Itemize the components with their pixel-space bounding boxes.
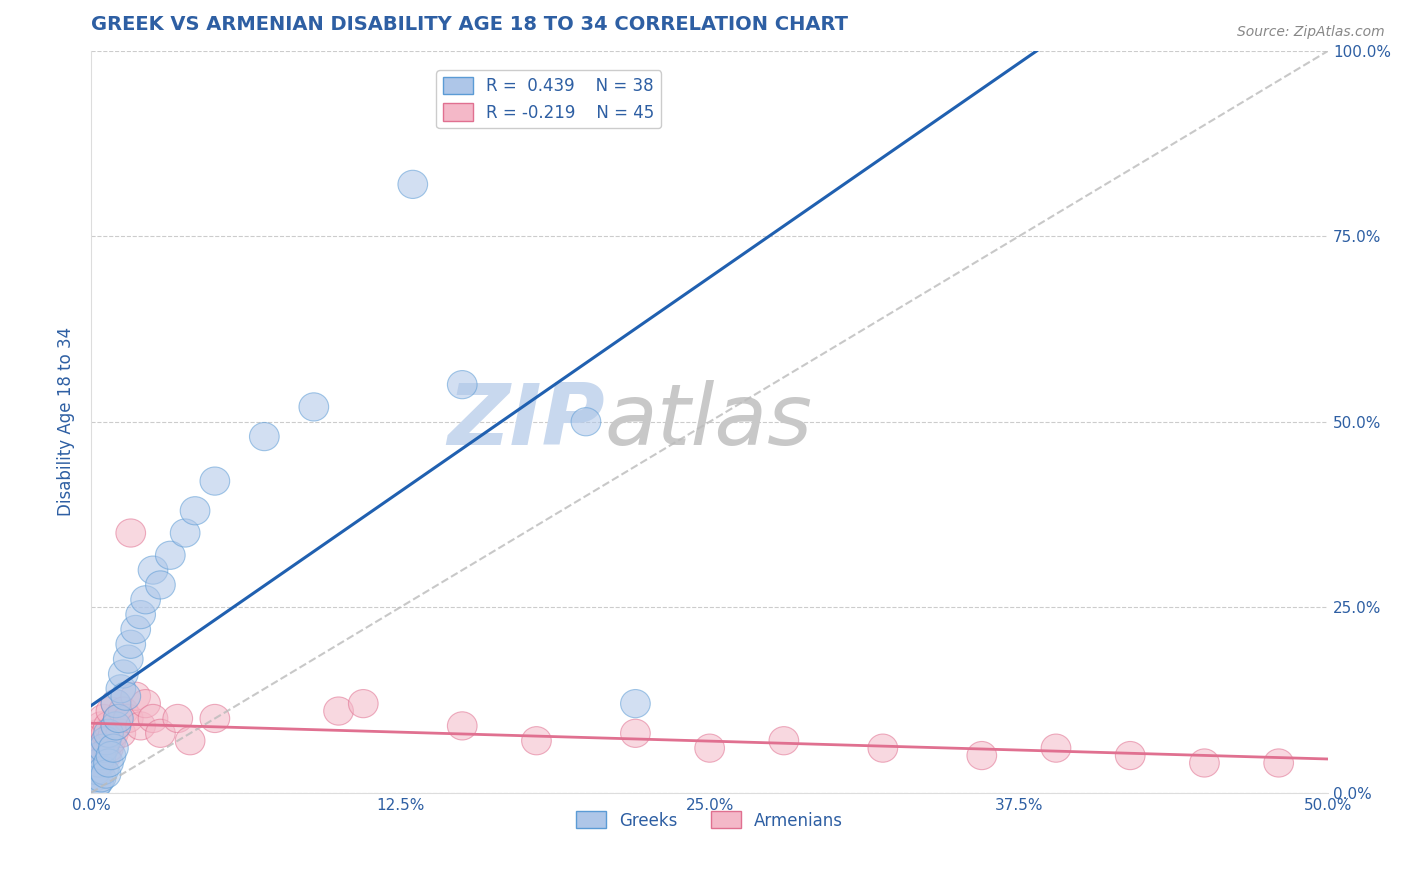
Ellipse shape <box>249 423 280 450</box>
Ellipse shape <box>114 705 143 732</box>
Ellipse shape <box>86 749 115 777</box>
Ellipse shape <box>522 727 551 755</box>
Ellipse shape <box>323 697 353 725</box>
Ellipse shape <box>94 749 124 777</box>
Ellipse shape <box>115 630 146 658</box>
Ellipse shape <box>94 712 124 740</box>
Ellipse shape <box>91 760 121 789</box>
Ellipse shape <box>91 727 121 755</box>
Ellipse shape <box>447 712 477 740</box>
Ellipse shape <box>1042 734 1071 763</box>
Ellipse shape <box>695 734 724 763</box>
Ellipse shape <box>91 741 121 770</box>
Ellipse shape <box>94 734 124 763</box>
Ellipse shape <box>1264 749 1294 777</box>
Ellipse shape <box>82 749 111 777</box>
Ellipse shape <box>176 727 205 755</box>
Ellipse shape <box>86 712 115 740</box>
Ellipse shape <box>138 705 167 732</box>
Ellipse shape <box>447 370 477 399</box>
Ellipse shape <box>868 734 897 763</box>
Legend: Greeks, Armenians: Greeks, Armenians <box>569 805 851 836</box>
Ellipse shape <box>82 727 111 755</box>
Ellipse shape <box>125 712 156 740</box>
Ellipse shape <box>131 586 160 614</box>
Ellipse shape <box>146 571 176 599</box>
Text: ZIP: ZIP <box>447 380 605 463</box>
Ellipse shape <box>200 467 229 495</box>
Ellipse shape <box>86 764 115 792</box>
Ellipse shape <box>84 767 114 796</box>
Ellipse shape <box>89 756 118 784</box>
Ellipse shape <box>121 615 150 643</box>
Text: Source: ZipAtlas.com: Source: ZipAtlas.com <box>1237 25 1385 39</box>
Ellipse shape <box>89 734 118 763</box>
Ellipse shape <box>86 741 115 770</box>
Ellipse shape <box>79 745 108 773</box>
Ellipse shape <box>121 682 150 710</box>
Ellipse shape <box>101 712 131 740</box>
Ellipse shape <box>82 756 111 784</box>
Ellipse shape <box>125 600 156 629</box>
Ellipse shape <box>163 705 193 732</box>
Ellipse shape <box>200 705 229 732</box>
Ellipse shape <box>299 392 329 421</box>
Text: GREEK VS ARMENIAN DISABILITY AGE 18 TO 34 CORRELATION CHART: GREEK VS ARMENIAN DISABILITY AGE 18 TO 3… <box>91 15 848 34</box>
Ellipse shape <box>101 712 131 740</box>
Ellipse shape <box>1115 741 1144 770</box>
Ellipse shape <box>138 556 167 584</box>
Ellipse shape <box>620 719 650 747</box>
Ellipse shape <box>967 741 997 770</box>
Ellipse shape <box>101 690 131 718</box>
Y-axis label: Disability Age 18 to 34: Disability Age 18 to 34 <box>58 327 75 516</box>
Ellipse shape <box>111 682 141 710</box>
Ellipse shape <box>170 519 200 547</box>
Ellipse shape <box>96 727 125 755</box>
Ellipse shape <box>398 170 427 198</box>
Ellipse shape <box>114 645 143 673</box>
Ellipse shape <box>1189 749 1219 777</box>
Ellipse shape <box>131 690 160 718</box>
Ellipse shape <box>101 690 131 718</box>
Ellipse shape <box>105 674 136 703</box>
Ellipse shape <box>79 764 108 792</box>
Ellipse shape <box>180 497 209 524</box>
Ellipse shape <box>115 519 146 547</box>
Ellipse shape <box>84 741 114 770</box>
Ellipse shape <box>156 541 186 569</box>
Ellipse shape <box>571 408 600 436</box>
Ellipse shape <box>98 719 128 747</box>
Ellipse shape <box>96 741 125 770</box>
Ellipse shape <box>108 660 138 688</box>
Ellipse shape <box>79 734 108 763</box>
Ellipse shape <box>105 719 136 747</box>
Ellipse shape <box>349 690 378 718</box>
Ellipse shape <box>620 690 650 718</box>
Ellipse shape <box>84 719 114 747</box>
Ellipse shape <box>146 719 176 747</box>
Text: atlas: atlas <box>605 380 813 463</box>
Ellipse shape <box>108 697 138 725</box>
Ellipse shape <box>104 705 134 732</box>
Ellipse shape <box>769 727 799 755</box>
Ellipse shape <box>94 719 124 747</box>
Ellipse shape <box>104 705 134 732</box>
Ellipse shape <box>96 697 125 725</box>
Ellipse shape <box>82 772 111 799</box>
Ellipse shape <box>89 734 118 763</box>
Ellipse shape <box>84 749 114 777</box>
Ellipse shape <box>91 719 121 747</box>
Ellipse shape <box>89 705 118 732</box>
Ellipse shape <box>98 734 128 763</box>
